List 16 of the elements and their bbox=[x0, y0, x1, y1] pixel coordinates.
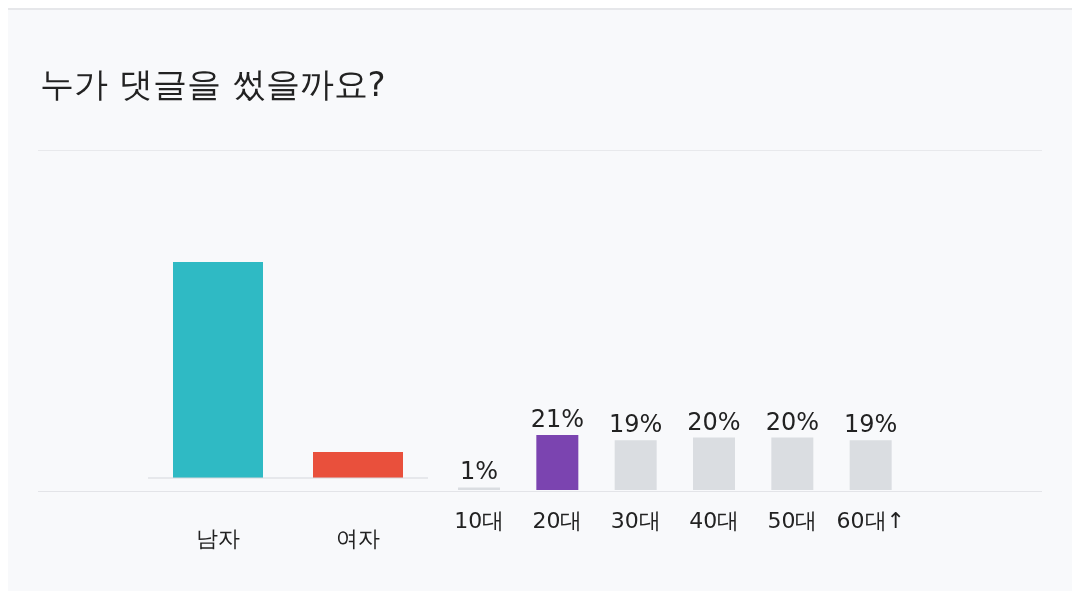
x-tick-label: 40대 bbox=[689, 507, 740, 533]
data-label: 20% bbox=[687, 407, 741, 436]
x-tick-label: 30대 bbox=[610, 507, 661, 533]
x-tick-label: 남자 bbox=[196, 525, 240, 551]
data-label: 1% bbox=[459, 457, 499, 486]
x-tick-label: 20대 bbox=[532, 507, 583, 533]
x-tick-label: 여자 bbox=[336, 525, 380, 551]
x-tick-label: 10대 bbox=[454, 507, 505, 533]
bar bbox=[536, 435, 579, 490]
data-label: 19% bbox=[608, 410, 663, 439]
data-label: 20% bbox=[765, 407, 820, 436]
data-label: 21% bbox=[530, 405, 585, 433]
data-label: 19% bbox=[843, 410, 898, 439]
chart-title: 누가 댓글을 썼을까요? bbox=[40, 63, 386, 106]
x-tick-label: 60대↑ bbox=[836, 507, 906, 533]
x-tick-label: 50대 bbox=[767, 507, 818, 533]
